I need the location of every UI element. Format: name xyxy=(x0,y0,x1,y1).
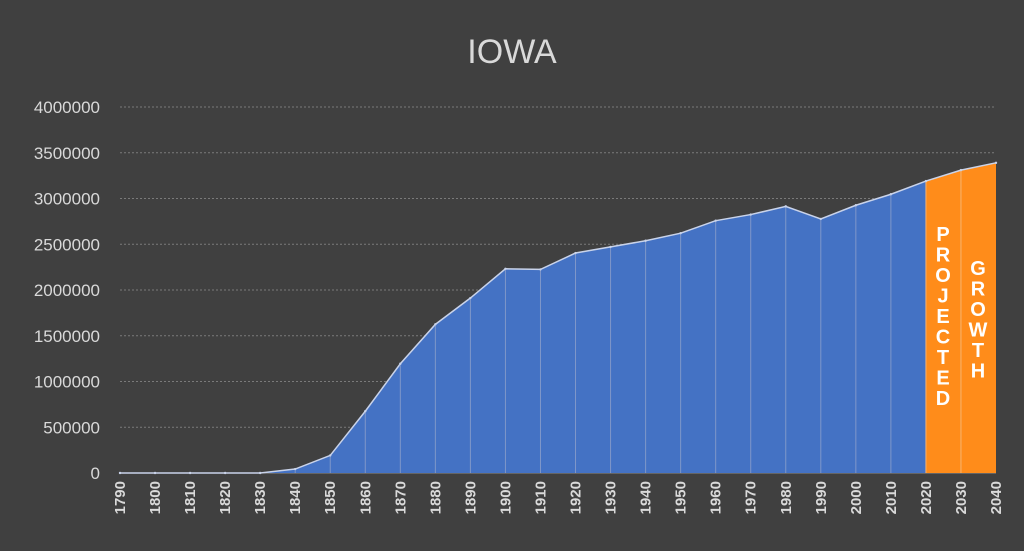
data-point xyxy=(924,179,928,183)
data-point xyxy=(819,217,822,221)
data-point xyxy=(574,251,577,255)
x-tick-label: 2010 xyxy=(883,481,900,514)
x-tick-label: 1930 xyxy=(603,481,620,514)
data-point xyxy=(188,471,192,475)
historical-area xyxy=(120,181,926,473)
chart-title: IOWA xyxy=(467,33,557,71)
data-point xyxy=(749,213,752,216)
area-series xyxy=(120,162,997,474)
data-point xyxy=(153,471,157,475)
data-point xyxy=(714,219,717,222)
x-tick-label: 1920 xyxy=(568,481,585,514)
data-point xyxy=(959,168,963,172)
data-point xyxy=(539,268,542,271)
x-tick-label: 1960 xyxy=(708,481,725,514)
y-axis-ticks: 0 500000 1000000 1500000 2000000 2500000 30000… xyxy=(34,98,100,483)
x-tick-label: 1800 xyxy=(147,481,164,514)
y-tick-label: 1500000 xyxy=(34,327,100,346)
x-tick-label: 1910 xyxy=(532,481,549,514)
x-tick-label: 1970 xyxy=(743,481,760,514)
data-point xyxy=(329,454,332,457)
y-tick-label: 3500000 xyxy=(34,144,100,163)
x-tick-label: 1890 xyxy=(462,481,479,514)
x-tick-label: 1940 xyxy=(638,481,655,514)
data-point xyxy=(399,362,402,365)
x-tick-label: 1900 xyxy=(497,481,514,514)
x-tick-label: 1950 xyxy=(673,481,690,514)
data-point xyxy=(364,410,367,413)
data-point xyxy=(644,239,647,242)
y-tick-label: 500000 xyxy=(43,418,100,437)
x-tick-label: 1840 xyxy=(287,481,304,514)
y-tick-label: 2500000 xyxy=(34,235,100,254)
x-tick-label: 1880 xyxy=(427,481,444,514)
data-point xyxy=(469,296,472,300)
data-point xyxy=(784,205,787,208)
category-dividers xyxy=(118,161,998,475)
y-tick-label: 4000000 xyxy=(34,98,100,117)
x-tick-label: 1810 xyxy=(182,481,199,514)
data-point xyxy=(609,245,612,249)
data-point xyxy=(434,323,437,326)
x-tick-label: 2020 xyxy=(918,481,935,514)
data-point xyxy=(854,204,858,207)
data-point xyxy=(889,193,893,196)
y-tick-label: 0 xyxy=(91,464,100,483)
x-tick-label: 2040 xyxy=(988,481,1005,514)
x-tick-label: 2000 xyxy=(848,481,865,514)
data-point xyxy=(118,471,122,475)
data-point xyxy=(294,467,297,471)
x-tick-label: 1790 xyxy=(112,481,129,514)
data-point xyxy=(504,267,507,270)
y-tick-label: 1000000 xyxy=(34,373,100,392)
data-point xyxy=(223,471,227,475)
x-tick-label: 1860 xyxy=(357,481,374,514)
data-point xyxy=(258,471,262,475)
data-point xyxy=(679,231,682,235)
data-point xyxy=(994,161,998,165)
x-tick-label: 1980 xyxy=(778,481,795,514)
y-tick-label: 3000000 xyxy=(34,190,100,209)
population-line xyxy=(120,162,997,474)
x-tick-label: 1820 xyxy=(217,481,234,514)
y-tick-label: 2000000 xyxy=(34,281,100,300)
x-tick-label: 2030 xyxy=(953,481,970,514)
x-tick-label: 1870 xyxy=(392,481,409,514)
x-tick-label: 1850 xyxy=(322,481,339,514)
x-axis-ticks: 1790 1800 1810 1820 1830 1840 1850 1860 1870 1880… xyxy=(112,481,1005,514)
x-tick-label: 1990 xyxy=(813,481,830,514)
x-tick-label: 1830 xyxy=(252,481,269,514)
